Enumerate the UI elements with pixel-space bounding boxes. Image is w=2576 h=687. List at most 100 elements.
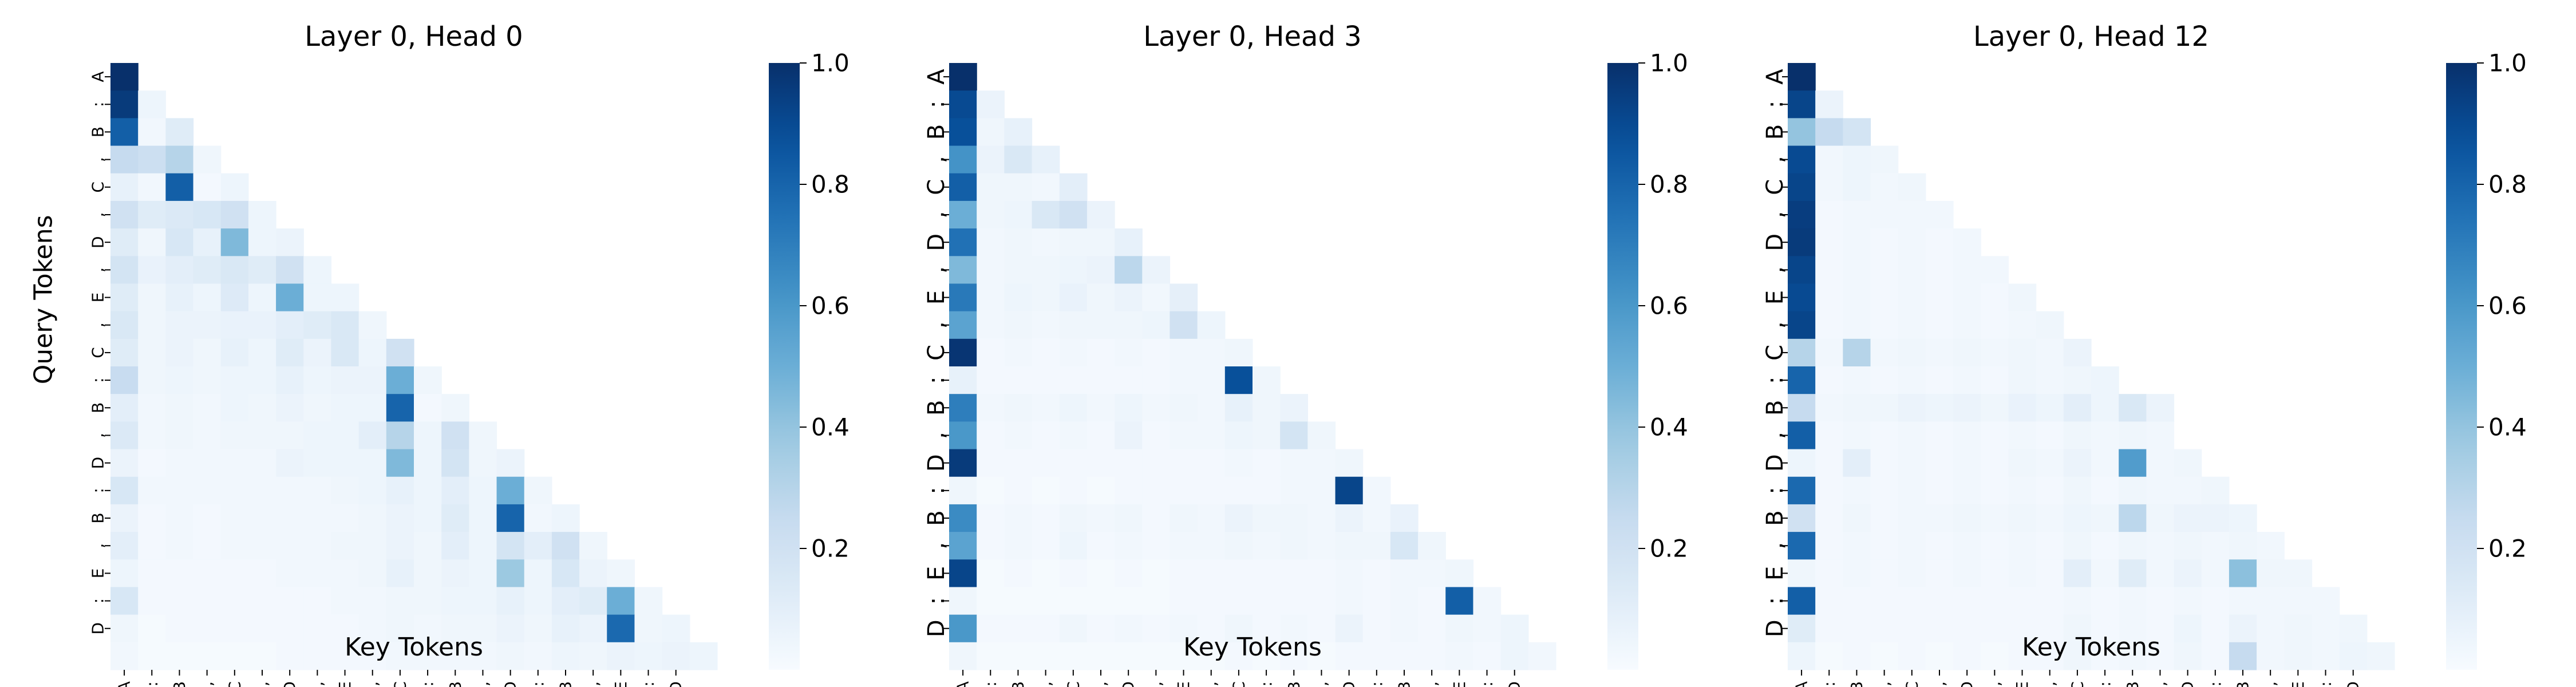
- heatmap-cell: [2008, 476, 2037, 505]
- heatmap-cell: [2119, 532, 2147, 560]
- heatmap-cell: [1815, 311, 1843, 339]
- heatmap-cell: [2036, 311, 2064, 339]
- heatmap-cell: [1032, 614, 1060, 643]
- heatmap-cell: [1224, 587, 1253, 615]
- heatmap-cell: [1142, 476, 1171, 505]
- heatmap-cell: [1086, 394, 1115, 422]
- heatmap-cell: [303, 504, 332, 532]
- heatmap-cell: [1788, 421, 1816, 450]
- heatmap-cell: [1870, 559, 1899, 588]
- heatmap-cell: [2146, 587, 2175, 615]
- heatmap-cell: [165, 614, 194, 643]
- heatmap-cell: [1870, 449, 1899, 477]
- heatmap-cell: [2174, 559, 2202, 588]
- y-tick-label: B: [1762, 400, 1788, 416]
- heatmap-cell: [1418, 587, 1446, 615]
- heatmap-cell: [1115, 559, 1143, 588]
- heatmap-cell: [2063, 559, 2092, 588]
- heatmap-cell: [1362, 559, 1391, 588]
- heatmap-cell: [165, 587, 194, 615]
- x-tick-label: E: [335, 681, 354, 687]
- heatmap-cell: [1418, 614, 1446, 643]
- heatmap-cell: [2284, 559, 2313, 588]
- heatmap-cell: [949, 256, 977, 285]
- heatmap-cell: [551, 614, 580, 643]
- heatmap-cell: [1253, 476, 1281, 505]
- heatmap-cell: [2063, 614, 2092, 643]
- heatmap-cell: [2146, 504, 2175, 532]
- heatmap-cell: [1197, 476, 1226, 505]
- heatmap-cell: [1843, 504, 1871, 532]
- heatmap-cell: [2201, 476, 2230, 505]
- heatmap-cell: [138, 394, 166, 422]
- heatmap-cell: [248, 228, 276, 256]
- heatmap-cell: [2119, 587, 2147, 615]
- heatmap-cell: [331, 532, 359, 560]
- heatmap-cell: [1788, 559, 1816, 588]
- heatmap-cell: [2119, 476, 2147, 505]
- heatmap-cell: [1815, 90, 1843, 119]
- heatmap-cell: [469, 421, 497, 450]
- y-tick-label: :: [923, 101, 950, 108]
- y-tick-label: D: [1762, 454, 1788, 472]
- heatmap-cell: [276, 256, 304, 285]
- heatmap-cell: [276, 559, 304, 588]
- heatmap-cell: [1197, 449, 1226, 477]
- heatmap-cell: [1815, 449, 1843, 477]
- x-tick-label: ,: [1875, 681, 1894, 686]
- heatmap-cell: [1224, 421, 1253, 450]
- heatmap-cell: [331, 421, 359, 450]
- heatmap-cell: [110, 256, 139, 285]
- heatmap-cell: [165, 200, 194, 229]
- heatmap-cell: [303, 394, 332, 422]
- heatmap-cell: [1307, 504, 1336, 532]
- heatmap-cell: [441, 642, 469, 670]
- heatmap-cell: [949, 283, 977, 312]
- heatmap-cell: [1004, 476, 1033, 505]
- heatmap-cell: [165, 476, 194, 505]
- heatmap-cell: [1953, 476, 1981, 505]
- heatmap-cell: [2312, 587, 2340, 615]
- heatmap-cell: [138, 90, 166, 119]
- x-tick-label: ,: [1423, 681, 1441, 686]
- heatmap-cell: [2008, 614, 2037, 643]
- heatmap-cell: [1224, 366, 1253, 394]
- heatmap-cell: [138, 532, 166, 560]
- heatmap-cell: [1815, 642, 1843, 670]
- heatmap-cell: [1981, 394, 2009, 422]
- heatmap-cell: [1170, 559, 1198, 588]
- heatmap-cell: [2146, 421, 2175, 450]
- heatmap-cell: [1115, 449, 1143, 477]
- heatmap-cell: [1086, 311, 1115, 339]
- heatmap-cell: [1473, 587, 1502, 615]
- heatmap-cell: [1197, 504, 1226, 532]
- y-tick-label: D: [1762, 619, 1788, 637]
- heatmap-cell: [138, 145, 166, 174]
- heatmap-cell: [1925, 256, 1954, 285]
- heatmap-cell: [1197, 366, 1226, 394]
- heatmap-cell: [1870, 532, 1899, 560]
- heatmap-cell: [331, 283, 359, 312]
- x-tick-label: ,: [2151, 681, 2170, 686]
- heatmap-cell: [138, 449, 166, 477]
- heatmap-cell: [2229, 559, 2257, 588]
- heatmap-cell: [1953, 338, 1981, 367]
- y-tick-label: ,: [923, 542, 950, 550]
- heatmap-cell: [524, 476, 552, 505]
- heatmap-cell: [2257, 614, 2285, 643]
- heatmap-cell: [1870, 173, 1899, 202]
- heatmap-cell: [1843, 449, 1871, 477]
- heatmap-cell: [1059, 449, 1088, 477]
- heatmap-cell: [1788, 145, 1816, 174]
- heatmap-cell: [303, 256, 332, 285]
- heatmap-cell: [1224, 532, 1253, 560]
- heatmap-cell: [1362, 614, 1391, 643]
- heatmap-cell: [2036, 614, 2064, 643]
- heatmap-cell: [1788, 283, 1816, 312]
- heatmap-cell: [1981, 642, 2009, 670]
- heatmap-cell: [2036, 366, 2064, 394]
- heatmap-cell: [1815, 394, 1843, 422]
- heatmap-cell: [2036, 642, 2064, 670]
- heatmap-cell: [1170, 504, 1198, 532]
- heatmap-cell: [1115, 311, 1143, 339]
